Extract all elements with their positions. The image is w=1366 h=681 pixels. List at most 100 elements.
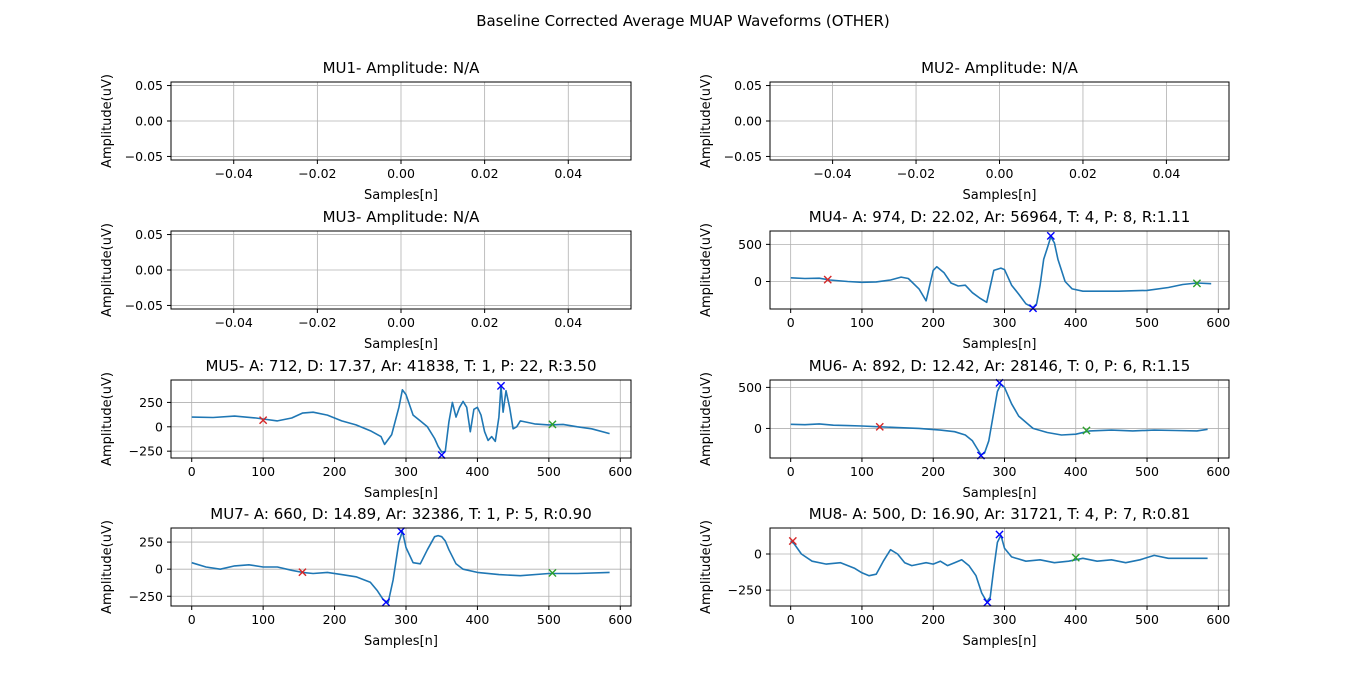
x-tick-label: 400 [465, 612, 489, 627]
y-tick-label: −250 [129, 589, 163, 604]
x-tick-label: 0.00 [387, 166, 415, 181]
x-tick-label: 300 [394, 612, 418, 627]
y-axis-label: Amplitude(uV) [699, 520, 714, 614]
y-axis-label: Amplitude(uV) [100, 520, 115, 614]
waveform-line-mu6 [790, 383, 1208, 456]
x-tick-label: 600 [1206, 612, 1230, 627]
y-axis-label: Amplitude(uV) [100, 223, 115, 317]
marker-onset-mu4 [823, 275, 832, 284]
x-tick-label: 0.02 [1069, 166, 1097, 181]
axes-frame [769, 527, 1230, 607]
waveform-line-mu8 [790, 534, 1208, 603]
y-tick-label: 0.00 [135, 263, 163, 278]
x-axis-label: Samples[n] [364, 188, 438, 203]
x-tick-label: 500 [537, 464, 561, 479]
x-tick-label: −0.02 [298, 315, 336, 330]
y-tick-label: −0.05 [125, 298, 163, 313]
waveform-line-mu7 [191, 530, 610, 604]
x-axis-label: Samples[n] [963, 337, 1037, 352]
x-tick-label: 100 [850, 464, 874, 479]
x-tick-label: −0.04 [215, 315, 253, 330]
y-tick-label: 250 [139, 535, 163, 550]
marker-max-mu5 [496, 381, 506, 390]
marker-end-mu4 [1192, 279, 1202, 288]
marker-end-mu5 [548, 420, 557, 429]
x-tick-label: 300 [394, 464, 418, 479]
x-axis-label: Samples[n] [963, 188, 1037, 203]
subplot-mu4: MU4- A: 974, D: 22.02, Ar: 56964, T: 4, … [699, 208, 1230, 352]
marker-onset-mu8 [788, 536, 797, 546]
y-tick-label: 0 [754, 547, 762, 562]
subplot-title-mu8: MU8- A: 500, D: 16.90, Ar: 31721, T: 4, … [809, 505, 1191, 523]
subplot-mu5: MU5- A: 712, D: 17.37, Ar: 41838, T: 1, … [100, 357, 632, 501]
subplot-title-mu6: MU6- A: 892, D: 12.42, Ar: 28146, T: 0, … [809, 357, 1191, 375]
x-tick-label: 0.04 [554, 166, 582, 181]
x-tick-label: 400 [1064, 612, 1088, 627]
subplot-title-mu2: MU2- Amplitude: N/A [921, 59, 1079, 77]
y-tick-label: 0 [155, 562, 163, 577]
x-axis-label: Samples[n] [364, 337, 438, 352]
x-tick-label: 0 [188, 612, 196, 627]
x-tick-label: −0.02 [897, 166, 935, 181]
x-tick-label: 0.04 [554, 315, 582, 330]
x-tick-label: 400 [1064, 315, 1088, 330]
subplot-mu8: MU8- A: 500, D: 16.90, Ar: 31721, T: 4, … [699, 505, 1230, 649]
x-tick-label: 0.02 [471, 166, 499, 181]
x-tick-label: 200 [921, 315, 945, 330]
x-tick-label: 0 [787, 612, 795, 627]
x-tick-label: 100 [251, 612, 275, 627]
subplot-grid: MU1- Amplitude: N/A −0.04 −0.02 0.00 0.02 0.0… [100, 59, 1230, 649]
x-tick-label: 100 [850, 612, 874, 627]
x-tick-label: 0.04 [1152, 166, 1180, 181]
marker-onset-mu6 [875, 422, 884, 431]
y-tick-label: 0.05 [135, 78, 163, 93]
marker-min-mu4 [1028, 304, 1038, 313]
marker-end-mu6 [1082, 426, 1091, 435]
x-tick-label: 600 [1206, 315, 1230, 330]
y-tick-label: 0.00 [135, 114, 163, 129]
x-axis-label: Samples[n] [364, 634, 438, 649]
y-tick-label: 0.05 [135, 227, 163, 242]
y-axis-label: Amplitude(uV) [699, 74, 714, 168]
x-tick-label: 200 [921, 612, 945, 627]
x-tick-label: 500 [1135, 315, 1159, 330]
marker-max-mu4 [1046, 231, 1055, 240]
y-tick-label: 500 [738, 237, 762, 252]
y-tick-label: 0 [754, 274, 762, 289]
x-tick-label: 200 [323, 612, 347, 627]
marker-onset-mu5 [259, 416, 268, 425]
y-tick-label: 0 [754, 421, 762, 436]
y-tick-label: 0.00 [734, 114, 762, 129]
y-tick-label: −250 [728, 583, 762, 598]
subplot-mu3: MU3- Amplitude: N/A −0.04 −0.02 0.00 0.02 0.0… [100, 208, 632, 352]
y-axis-label: Amplitude(uV) [100, 74, 115, 168]
marker-max-mu7 [396, 527, 406, 536]
subplot-mu2: MU2- Amplitude: N/A −0.04 −0.02 0.00 0.02 0.0… [699, 59, 1230, 203]
subplot-title-mu4: MU4- A: 974, D: 22.02, Ar: 56964, T: 4, … [809, 208, 1191, 226]
subplot-mu6: MU6- A: 892, D: 12.42, Ar: 28146, T: 0, … [699, 357, 1230, 501]
axes-frame [769, 379, 1230, 459]
y-tick-label: 0 [155, 419, 163, 434]
x-tick-label: 0.00 [986, 166, 1014, 181]
x-tick-label: 400 [465, 464, 489, 479]
waveform-line-mu4 [790, 236, 1212, 309]
subplot-mu7: MU7- A: 660, D: 14.89, Ar: 32386, T: 1, … [100, 505, 632, 649]
x-tick-label: 100 [850, 315, 874, 330]
x-axis-label: Samples[n] [963, 486, 1037, 501]
marker-onset-mu7 [298, 568, 307, 577]
x-tick-label: 300 [993, 315, 1017, 330]
x-tick-label: −0.04 [813, 166, 851, 181]
axes-frame [769, 230, 1230, 310]
figure-title: Baseline Corrected Average MUAP Waveform… [476, 12, 890, 30]
x-tick-label: 400 [1064, 464, 1088, 479]
x-tick-label: −0.02 [298, 166, 336, 181]
x-tick-label: 300 [993, 464, 1017, 479]
x-tick-label: 0 [787, 315, 795, 330]
x-tick-label: 200 [921, 464, 945, 479]
axes-frame [170, 527, 632, 607]
y-tick-label: 0.05 [734, 78, 762, 93]
y-axis-label: Amplitude(uV) [100, 372, 115, 466]
x-tick-label: 100 [251, 464, 275, 479]
